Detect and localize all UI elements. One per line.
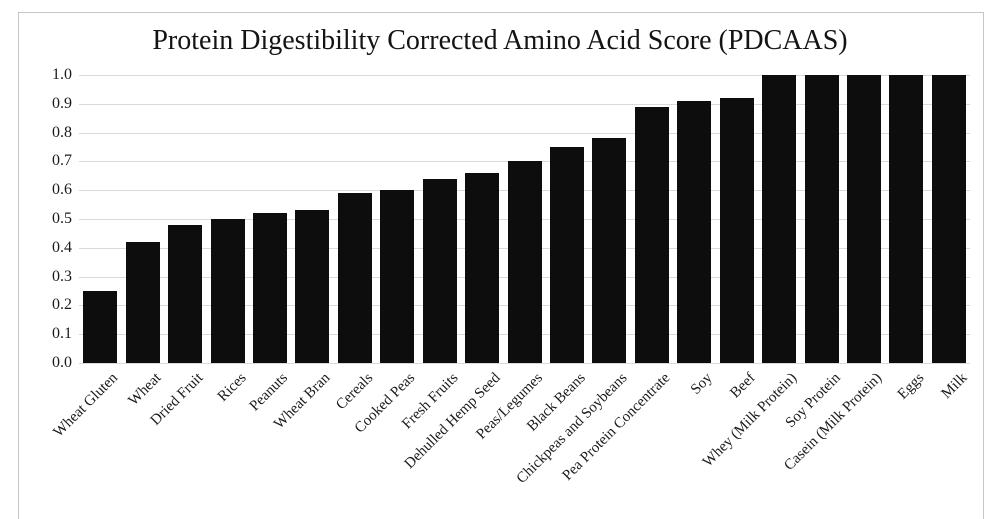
bar-peanuts [253, 213, 287, 363]
y-axis-tick-label: 0.1 [52, 325, 72, 342]
bar-peas-legumes [508, 161, 542, 363]
bar-wheat-bran [295, 210, 329, 363]
y-axis-tick-label: 0.0 [52, 354, 72, 371]
bar-eggs [889, 75, 923, 363]
gridline [79, 133, 970, 134]
bar-soy [677, 101, 711, 363]
y-axis-tick-label: 0.7 [52, 152, 72, 169]
bar-rices [211, 219, 245, 363]
bar-chickpeas-and-soybeans [592, 138, 626, 363]
y-axis-tick-label: 0.9 [52, 95, 72, 112]
bar-whey-milk-protein- [762, 75, 796, 363]
bar-wheat-gluten [83, 291, 117, 363]
bar-beef [720, 98, 754, 363]
y-axis-tick-label: 0.8 [52, 124, 72, 141]
bar-pea-protein-concentrate [635, 107, 669, 363]
bar-dried-fruit [168, 225, 202, 363]
chart-title: Protein Digestibility Corrected Amino Ac… [152, 25, 848, 56]
y-axis-tick-label: 0.6 [52, 181, 72, 198]
gridline [79, 75, 970, 76]
y-axis-tick-label: 0.2 [52, 296, 72, 313]
bar-wheat [126, 242, 160, 363]
bar-cereals [338, 193, 372, 363]
y-axis-tick-label: 0.3 [52, 268, 72, 285]
bar-fresh-fruits [423, 179, 457, 363]
bar-soy-protein [805, 75, 839, 363]
bar-casein-milk-protein- [847, 75, 881, 363]
bar-dehulled-hemp-seed [465, 173, 499, 363]
chart-frame [18, 12, 984, 519]
bar-milk [932, 75, 966, 363]
bar-black-beans [550, 147, 584, 363]
bar-cooked-peas [380, 190, 414, 363]
gridline [79, 363, 970, 364]
y-axis-tick-label: 0.4 [52, 239, 72, 256]
gridline [79, 104, 970, 105]
y-axis-tick-label: 0.5 [52, 210, 72, 227]
y-axis-tick-label: 1.0 [52, 66, 72, 83]
